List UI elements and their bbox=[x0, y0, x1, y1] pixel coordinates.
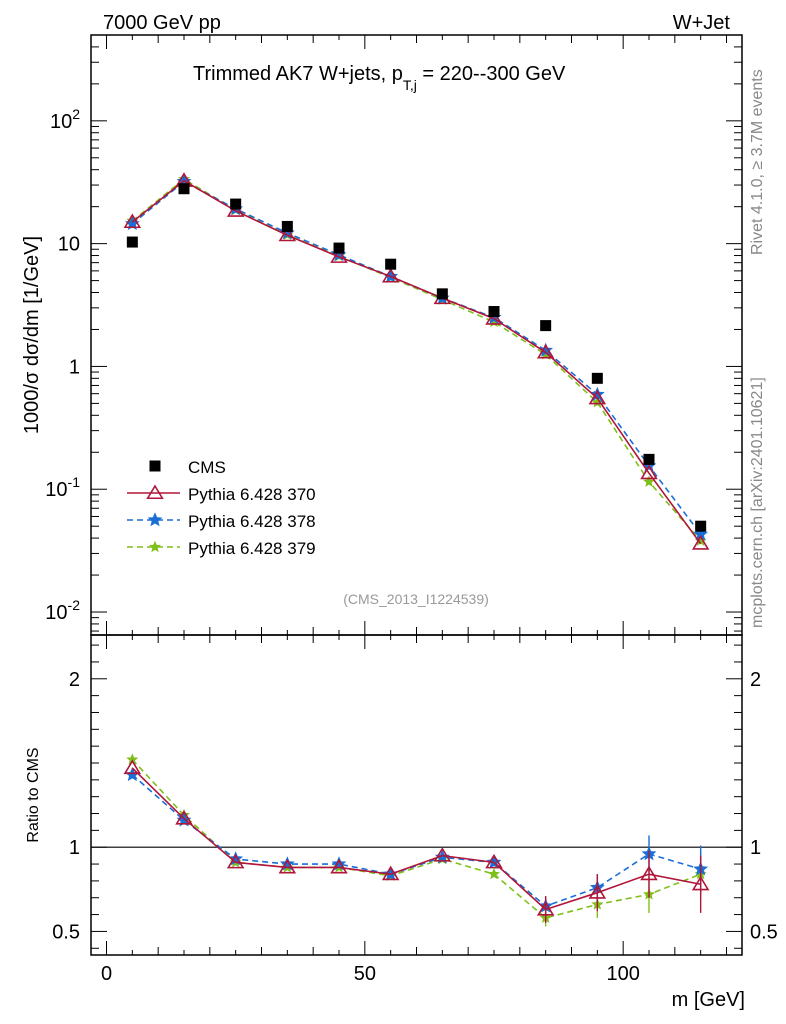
data-point bbox=[123, 213, 142, 229]
data-point bbox=[640, 464, 658, 480]
legend-label: CMS bbox=[188, 458, 226, 477]
legend-marker bbox=[146, 484, 164, 500]
ratio-point bbox=[485, 853, 503, 869]
data-point bbox=[230, 198, 242, 210]
title-sub: T,j bbox=[403, 77, 417, 93]
data-point bbox=[588, 389, 607, 405]
data-point bbox=[538, 342, 554, 357]
data-point bbox=[333, 242, 345, 254]
main-ylabel: 1000/σ dσ/dm [1/GeV] bbox=[21, 236, 43, 434]
y-tick-label: 10-2 bbox=[45, 597, 80, 624]
title-pt: p bbox=[392, 63, 403, 85]
ratio-frame bbox=[90, 634, 743, 956]
ratio-series-line bbox=[131, 767, 701, 911]
legend-label: Pythia 6.428 378 bbox=[188, 512, 316, 531]
ratio-point bbox=[330, 858, 348, 874]
series-line bbox=[131, 178, 702, 542]
ratio-point bbox=[381, 865, 400, 881]
y-tick-label: 102 bbox=[50, 106, 80, 133]
data-point bbox=[278, 226, 297, 242]
title-range: = 220--300 GeV bbox=[417, 63, 566, 85]
data-point bbox=[178, 183, 190, 195]
x-axis-label: m [GeV] bbox=[672, 989, 745, 1011]
side-rivet-label: Rivet 4.1.0, ≥ 3.7M events bbox=[749, 69, 766, 255]
data-point bbox=[385, 258, 397, 270]
legend-label: Pythia 6.428 370 bbox=[188, 485, 316, 504]
data-point bbox=[381, 267, 400, 283]
x-tick-label: 100 bbox=[606, 963, 639, 985]
data-point bbox=[281, 220, 293, 232]
title-main: Trimmed AK7 W+jets, bbox=[193, 63, 392, 85]
legend-marker bbox=[147, 512, 163, 527]
data-point bbox=[436, 288, 448, 300]
data-point bbox=[330, 248, 348, 263]
ratio-ylabel: Ratio to CMS bbox=[25, 747, 42, 842]
y-tick-label: 1 bbox=[69, 356, 80, 378]
data-point bbox=[226, 202, 245, 217]
x-tick-label: 0 bbox=[101, 963, 112, 985]
ratio-panel: 0 50 100 0.5 0.5 1 1 2 2 bbox=[52, 634, 778, 985]
data-point bbox=[695, 520, 707, 532]
ratio-point bbox=[640, 865, 658, 881]
ratio-point bbox=[488, 867, 500, 880]
legend-marker bbox=[149, 540, 161, 553]
data-point bbox=[691, 535, 710, 550]
ratio-point bbox=[536, 900, 555, 916]
ratio-point bbox=[226, 853, 245, 869]
ratio-point bbox=[123, 759, 142, 775]
ratio-y-tick-label: 2 bbox=[69, 669, 80, 691]
data-point bbox=[643, 453, 655, 465]
process-label: W+Jet bbox=[673, 12, 731, 34]
energy-label: 7000 GeV pp bbox=[103, 12, 221, 34]
data-point bbox=[488, 306, 500, 318]
ratio-point bbox=[691, 875, 710, 891]
ratio-series-line bbox=[131, 759, 701, 919]
data-point bbox=[540, 320, 552, 332]
ratio-point bbox=[175, 810, 193, 825]
data-point bbox=[536, 343, 555, 359]
y-tick-label: 10-1 bbox=[45, 474, 80, 501]
series-line bbox=[131, 180, 702, 535]
data-point bbox=[126, 236, 138, 248]
plot-title: Trimmed AK7 W+jets, pT,j = 220--300 GeV bbox=[193, 63, 566, 93]
x-tick-label: 50 bbox=[354, 963, 376, 985]
ratio-y-tick-label: 0.5 bbox=[52, 921, 80, 943]
ratio-point bbox=[278, 858, 297, 874]
y-tick-label: 10 bbox=[58, 234, 80, 256]
ratio-point bbox=[433, 847, 452, 862]
legend: CMS Pythia 6.428 370 Pythia 6.428 378 Pythi… bbox=[127, 458, 316, 558]
legend-label: Pythia 6.428 379 bbox=[188, 539, 316, 558]
main-panel: 10-2 10-1 1 10 102 bbox=[45, 34, 743, 955]
data-point bbox=[485, 310, 503, 325]
ratio-y-tick-label: 1 bbox=[69, 837, 80, 859]
ratio-y-tick-label: 2 bbox=[750, 669, 761, 691]
ratio-series-line bbox=[131, 774, 701, 908]
side-mcplots-label: mcplots.cern.ch [arXiv:2401.10621] bbox=[749, 377, 766, 628]
ratio-y-tick-label: 1 bbox=[750, 837, 761, 859]
series-line bbox=[131, 179, 702, 545]
ratio-y-tick-label: 0.5 bbox=[750, 921, 778, 943]
data-point bbox=[591, 372, 603, 384]
ratio-point bbox=[588, 884, 607, 899]
legend-marker bbox=[149, 460, 161, 472]
analysis-id: (CMS_2013_I1224539) bbox=[343, 591, 489, 607]
